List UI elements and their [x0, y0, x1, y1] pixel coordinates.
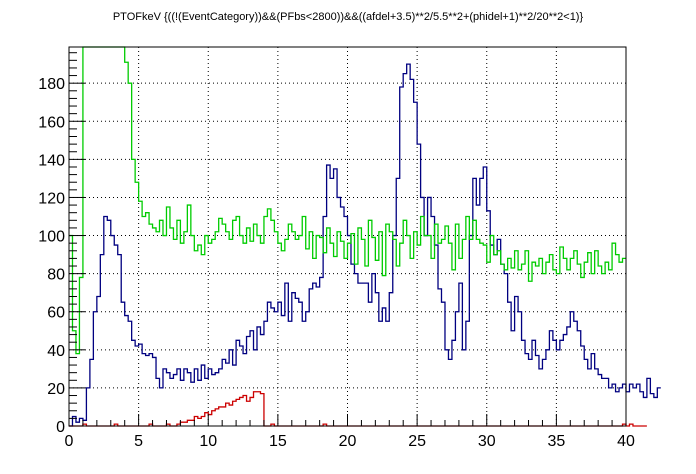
series-layer: [69, 46, 661, 427]
x-tick-label: 30: [478, 433, 496, 450]
histogram-series-2: [69, 46, 626, 355]
chart-title: PTOFkeV {((!(EventCategory))&&(PFbs<2800…: [113, 11, 584, 23]
y-tick-label: 120: [38, 190, 65, 207]
y-tick-label: 140: [38, 152, 65, 169]
axis-layer: 0 5 10 15 20 25 30 35 40 0 20 40 60 80 100 120 140 160 180: [38, 52, 635, 450]
grid-lines: [69, 47, 627, 426]
x-tick-label: 10: [199, 433, 217, 450]
x-tick-label: 5: [134, 433, 143, 450]
x-tick-label: 40: [617, 433, 635, 450]
y-tick-label: 20: [47, 381, 65, 398]
y-tick-label: 100: [38, 229, 65, 246]
histogram-series-3: [69, 391, 647, 427]
y-tick-label: 180: [38, 76, 65, 93]
y-tick-label: 160: [38, 114, 65, 131]
x-tick-label: 25: [408, 433, 426, 450]
x-tick-label: 15: [269, 433, 287, 450]
y-tick-label: 40: [47, 343, 65, 360]
histogram-series-1: [69, 63, 661, 427]
y-tick-label: 80: [47, 267, 65, 284]
y-tick-label: 0: [56, 419, 65, 436]
x-tick-label: 0: [65, 433, 74, 450]
x-tick-label: 35: [547, 433, 565, 450]
x-tick-label: 20: [339, 433, 357, 450]
y-tick-label: 60: [47, 305, 65, 322]
